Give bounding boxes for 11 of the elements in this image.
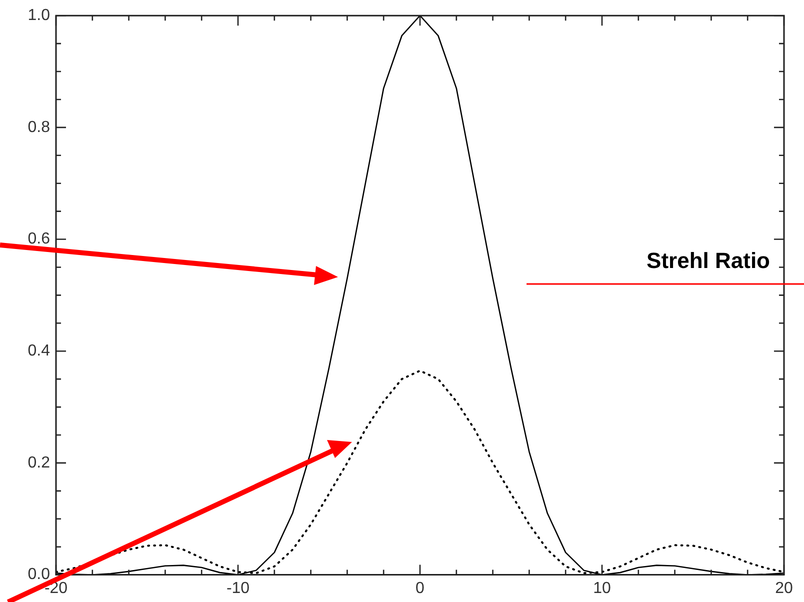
y-tick-label: 0.0 (28, 566, 50, 584)
y-tick-label: 0.4 (28, 342, 50, 360)
x-tick-label: -10 (226, 580, 250, 597)
ref-line-label: Strehl Ratio (646, 248, 770, 274)
y-tick-label: 0.2 (28, 454, 50, 472)
x-tick-label: 10 (593, 580, 611, 597)
x-tick-label: 0 (416, 580, 425, 597)
y-tick-label: 1.0 (28, 7, 50, 24)
x-tick-label: 20 (775, 580, 793, 597)
y-tick-label: 0.6 (28, 230, 50, 248)
y-tick-label: 0.8 (28, 118, 50, 136)
